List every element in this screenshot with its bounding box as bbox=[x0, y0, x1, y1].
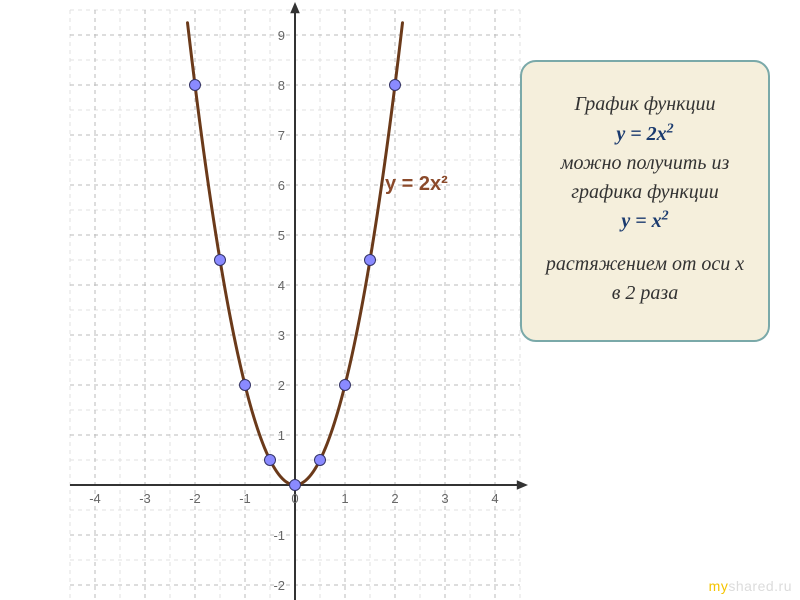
watermark: myshared.ru bbox=[709, 578, 792, 594]
data-point bbox=[390, 80, 401, 91]
svg-text:1: 1 bbox=[341, 491, 348, 506]
svg-text:9: 9 bbox=[278, 28, 285, 43]
svg-text:4: 4 bbox=[491, 491, 498, 506]
data-point bbox=[240, 380, 251, 391]
svg-text:4: 4 bbox=[278, 278, 285, 293]
info-line1: График функции bbox=[574, 93, 715, 115]
info-line2: можно получить из графика функции bbox=[561, 152, 730, 203]
svg-text:-3: -3 bbox=[139, 491, 151, 506]
data-point bbox=[315, 455, 326, 466]
info-box: График функции у = 2х2 можно получить из… bbox=[520, 60, 770, 342]
svg-text:-1: -1 bbox=[273, 528, 285, 543]
info-formula1: у = 2х2 bbox=[616, 123, 673, 145]
svg-text:6: 6 bbox=[278, 178, 285, 193]
svg-text:-2: -2 bbox=[189, 491, 201, 506]
data-point bbox=[215, 255, 226, 266]
svg-text:-1: -1 bbox=[239, 491, 251, 506]
svg-text:-2: -2 bbox=[273, 578, 285, 593]
svg-text:2: 2 bbox=[278, 378, 285, 393]
svg-text:3: 3 bbox=[278, 328, 285, 343]
svg-text:3: 3 bbox=[441, 491, 448, 506]
curve-label: y = 2x² bbox=[385, 173, 448, 195]
svg-text:8: 8 bbox=[278, 78, 285, 93]
data-point bbox=[365, 255, 376, 266]
svg-text:1: 1 bbox=[278, 428, 285, 443]
svg-text:7: 7 bbox=[278, 128, 285, 143]
data-point bbox=[190, 80, 201, 91]
data-point bbox=[340, 380, 351, 391]
svg-text:0: 0 bbox=[291, 491, 298, 506]
data-point bbox=[290, 480, 301, 491]
data-point bbox=[265, 455, 276, 466]
svg-text:-4: -4 bbox=[89, 491, 101, 506]
svg-text:2: 2 bbox=[391, 491, 398, 506]
svg-text:5: 5 bbox=[278, 228, 285, 243]
info-formula2: у = х2 bbox=[621, 210, 668, 232]
info-line3: растяжением от оси х в 2 раза bbox=[540, 250, 750, 308]
